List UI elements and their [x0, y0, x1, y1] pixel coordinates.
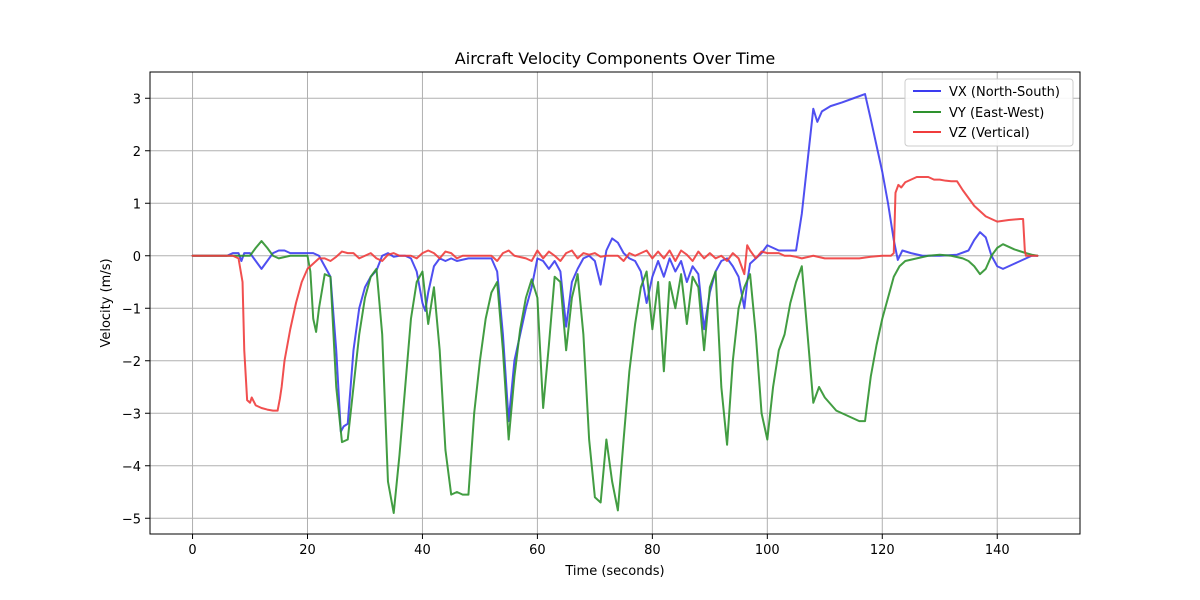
- x-tick-label: 60: [529, 543, 546, 558]
- y-tick-label: −2: [122, 355, 141, 370]
- vz-series-line: [191, 176, 1039, 412]
- y-tick-label: −3: [122, 407, 141, 422]
- x-tick-label: 40: [414, 543, 431, 558]
- chart-title: Aircraft Velocity Components Over Time: [455, 49, 775, 68]
- x-tick-label: 100: [755, 543, 780, 558]
- legend-label-vx: VX (North-South): [949, 85, 1060, 100]
- y-axis-label: Velocity (m/s): [99, 258, 114, 347]
- x-tick-label: 80: [644, 543, 661, 558]
- y-axis-ticks: −5 −4 −3 −2 −1 0 1 2 3: [122, 92, 150, 527]
- vy-series-line: [191, 240, 1039, 514]
- y-tick-label: 0: [133, 250, 141, 265]
- y-tick-label: −1: [122, 302, 141, 317]
- y-tick-label: −4: [122, 460, 141, 475]
- x-tick-label: 0: [188, 543, 196, 558]
- y-tick-label: 3: [133, 92, 141, 107]
- vx-series-line: [191, 93, 1039, 433]
- legend-label-vy: VY (East-West): [949, 106, 1044, 121]
- y-tick-label: 1: [133, 197, 141, 212]
- legend-box: [904, 78, 1074, 147]
- x-axis-label: Time (seconds): [564, 564, 664, 579]
- legend: VX (North-South) VY (East-West) VZ (Vert…: [904, 78, 1074, 147]
- y-tick-label: 2: [133, 145, 141, 160]
- x-tick-label: 120: [870, 543, 895, 558]
- legend-label-vz: VZ (Vertical): [949, 126, 1030, 141]
- x-tick-label: 140: [985, 543, 1010, 558]
- x-axis-ticks: 0 20 40 60 80 100 120 140: [188, 534, 1010, 558]
- series-lines: [191, 93, 1039, 514]
- y-tick-label: −5: [122, 512, 141, 527]
- x-tick-label: 20: [299, 543, 316, 558]
- plot-area-frame: [149, 71, 1081, 535]
